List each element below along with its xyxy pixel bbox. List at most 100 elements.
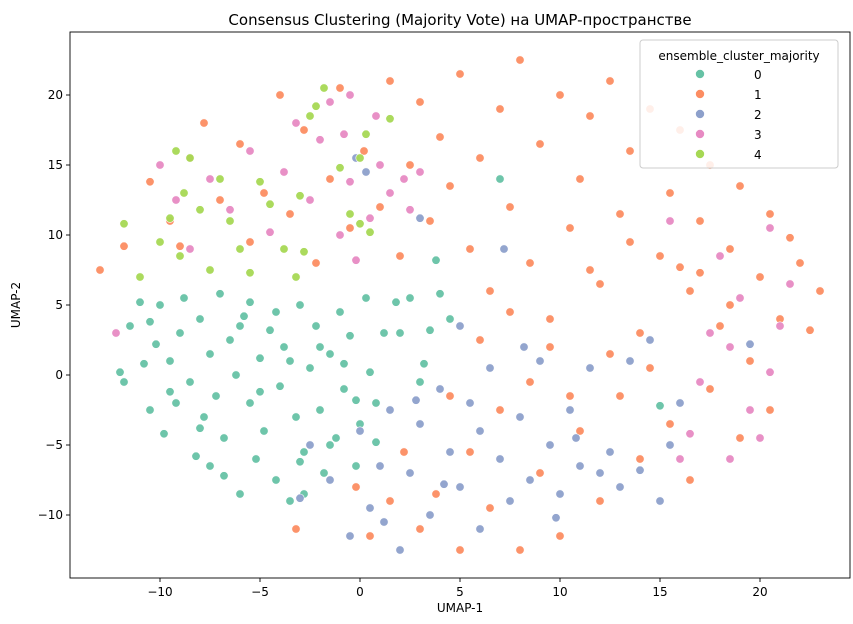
point-cluster-1 bbox=[445, 181, 455, 191]
point-cluster-3 bbox=[351, 255, 361, 265]
point-cluster-1 bbox=[585, 265, 595, 275]
point-cluster-3 bbox=[371, 111, 381, 121]
point-cluster-3 bbox=[705, 328, 715, 338]
point-cluster-1 bbox=[675, 262, 685, 272]
point-cluster-0 bbox=[155, 300, 165, 310]
point-cluster-1 bbox=[575, 426, 585, 436]
point-cluster-1 bbox=[595, 496, 605, 506]
point-cluster-4 bbox=[119, 219, 129, 229]
point-cluster-4 bbox=[335, 163, 345, 173]
point-cluster-2 bbox=[385, 405, 395, 415]
point-cluster-0 bbox=[219, 433, 229, 443]
x-tick-label: 0 bbox=[356, 585, 364, 599]
point-cluster-1 bbox=[95, 265, 105, 275]
point-cluster-2 bbox=[425, 510, 435, 520]
point-cluster-1 bbox=[359, 146, 369, 156]
point-cluster-4 bbox=[165, 213, 175, 223]
point-cluster-0 bbox=[265, 325, 275, 335]
point-cluster-3 bbox=[385, 188, 395, 198]
point-cluster-4 bbox=[245, 268, 255, 278]
point-cluster-4 bbox=[171, 146, 181, 156]
point-cluster-1 bbox=[685, 286, 695, 296]
point-cluster-0 bbox=[315, 405, 325, 415]
point-cluster-0 bbox=[205, 461, 215, 471]
point-cluster-2 bbox=[365, 503, 375, 513]
point-cluster-4 bbox=[305, 111, 315, 121]
point-cluster-0 bbox=[175, 328, 185, 338]
legend-marker-1 bbox=[695, 89, 705, 99]
legend-label-4: 4 bbox=[754, 148, 762, 162]
point-cluster-2 bbox=[361, 167, 371, 177]
point-cluster-0 bbox=[391, 297, 401, 307]
point-cluster-3 bbox=[339, 129, 349, 139]
point-cluster-2 bbox=[305, 440, 315, 450]
y-tick-label: 20 bbox=[48, 88, 63, 102]
point-cluster-1 bbox=[455, 69, 465, 79]
point-cluster-2 bbox=[615, 482, 625, 492]
y-axis-label: UMAP-2 bbox=[9, 282, 23, 328]
point-cluster-1 bbox=[755, 272, 765, 282]
point-cluster-0 bbox=[205, 349, 215, 359]
point-cluster-0 bbox=[285, 356, 295, 366]
point-cluster-0 bbox=[415, 377, 425, 387]
point-cluster-0 bbox=[215, 289, 225, 299]
point-cluster-2 bbox=[575, 461, 585, 471]
point-cluster-4 bbox=[195, 205, 205, 215]
point-cluster-1 bbox=[575, 174, 585, 184]
point-cluster-0 bbox=[295, 457, 305, 467]
point-cluster-4 bbox=[279, 244, 289, 254]
point-cluster-1 bbox=[545, 314, 555, 324]
point-cluster-1 bbox=[625, 237, 635, 247]
point-cluster-3 bbox=[365, 213, 375, 223]
point-cluster-3 bbox=[725, 454, 735, 464]
point-cluster-0 bbox=[235, 321, 245, 331]
point-cluster-1 bbox=[615, 391, 625, 401]
point-cluster-1 bbox=[475, 335, 485, 345]
point-cluster-1 bbox=[415, 97, 425, 107]
point-cluster-1 bbox=[525, 377, 535, 387]
point-cluster-0 bbox=[325, 440, 335, 450]
legend: ensemble_cluster_majority 0 1 2 3 4 bbox=[639, 39, 839, 169]
point-cluster-4 bbox=[291, 272, 301, 282]
x-tick-label: −5 bbox=[251, 585, 269, 599]
point-cluster-2 bbox=[595, 468, 605, 478]
x-tick-label: 20 bbox=[752, 585, 767, 599]
point-cluster-0 bbox=[255, 387, 265, 397]
point-cluster-1 bbox=[565, 223, 575, 233]
x-axis-label: UMAP-1 bbox=[437, 601, 483, 615]
y-tick-label: −10 bbox=[38, 508, 63, 522]
point-cluster-1 bbox=[475, 153, 485, 163]
point-cluster-4 bbox=[319, 83, 329, 93]
point-cluster-3 bbox=[415, 167, 425, 177]
point-cluster-3 bbox=[265, 227, 275, 237]
point-cluster-2 bbox=[355, 426, 365, 436]
point-cluster-0 bbox=[279, 342, 289, 352]
point-cluster-1 bbox=[505, 307, 515, 317]
point-cluster-2 bbox=[505, 496, 515, 506]
point-cluster-0 bbox=[495, 174, 505, 184]
point-cluster-2 bbox=[745, 339, 755, 349]
point-cluster-3 bbox=[155, 160, 165, 170]
point-cluster-3 bbox=[291, 118, 301, 128]
y-tick-label: 5 bbox=[55, 298, 63, 312]
point-cluster-1 bbox=[199, 118, 209, 128]
point-cluster-1 bbox=[515, 55, 525, 65]
point-cluster-2 bbox=[455, 321, 465, 331]
point-cluster-2 bbox=[415, 419, 425, 429]
point-cluster-2 bbox=[499, 244, 509, 254]
point-cluster-2 bbox=[465, 398, 475, 408]
point-cluster-1 bbox=[291, 524, 301, 534]
point-cluster-1 bbox=[495, 405, 505, 415]
point-cluster-0 bbox=[239, 311, 249, 321]
point-cluster-1 bbox=[399, 447, 409, 457]
point-cluster-1 bbox=[345, 223, 355, 233]
legend-marker-4 bbox=[695, 149, 705, 159]
point-cluster-2 bbox=[585, 363, 595, 373]
point-cluster-2 bbox=[475, 426, 485, 436]
point-cluster-1 bbox=[685, 475, 695, 485]
point-cluster-4 bbox=[385, 114, 395, 124]
point-cluster-0 bbox=[125, 321, 135, 331]
point-cluster-3 bbox=[335, 230, 345, 240]
point-cluster-1 bbox=[595, 279, 605, 289]
x-tick-label: 5 bbox=[456, 585, 464, 599]
